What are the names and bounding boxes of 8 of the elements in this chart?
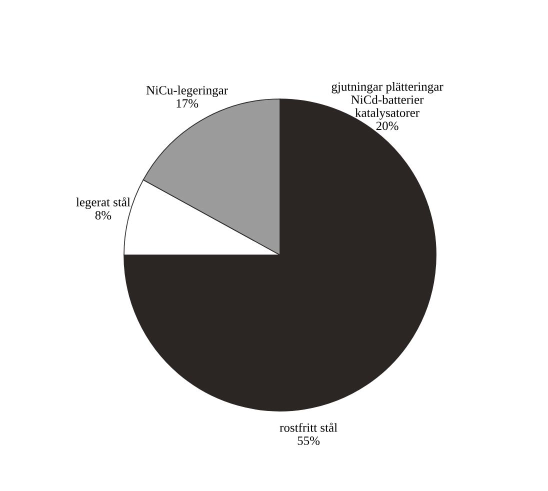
slice-label: NiCu-legeringar [146, 86, 228, 98]
slice-label: rostfritt stål [280, 422, 338, 432]
data-label: 8% [95, 211, 112, 220]
data-label: 55% [298, 436, 320, 445]
slice-label: gjutningar plätteringar NiCd-batterier katalysatorer [332, 82, 444, 120]
slice-label: legerat stål [76, 197, 130, 209]
data-label: 17% [176, 99, 198, 108]
data-label: 20% [376, 122, 398, 130]
